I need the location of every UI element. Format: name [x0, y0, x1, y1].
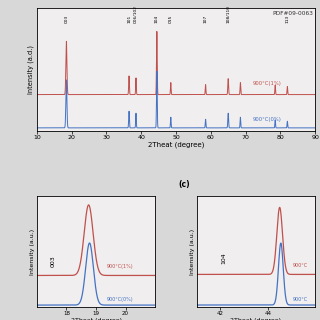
X-axis label: 2Theat (degree): 2Theat (degree): [148, 142, 204, 148]
Y-axis label: Intensity (a.u.): Intensity (a.u.): [190, 228, 195, 275]
Text: 108/110: 108/110: [226, 5, 230, 23]
X-axis label: 2Theat (degree): 2Theat (degree): [70, 318, 122, 320]
Text: PDF#09-0063: PDF#09-0063: [273, 11, 314, 16]
Y-axis label: Intensity (a.d.): Intensity (a.d.): [28, 45, 34, 94]
Text: 900°C(1%): 900°C(1%): [252, 81, 281, 85]
Text: 107: 107: [204, 14, 208, 23]
Text: 015: 015: [169, 14, 173, 23]
Text: 900°C(0%): 900°C(0%): [252, 117, 281, 122]
Text: 113: 113: [285, 14, 289, 23]
Text: 101: 101: [127, 14, 131, 23]
Text: 104: 104: [155, 14, 159, 23]
Text: 006/102: 006/102: [134, 5, 138, 23]
Text: 003: 003: [51, 255, 56, 267]
Text: 900°C: 900°C: [293, 297, 308, 302]
X-axis label: 2Theat (degree): 2Theat (degree): [230, 318, 282, 320]
Text: 900°C: 900°C: [293, 263, 308, 268]
Text: 003: 003: [64, 14, 68, 23]
Y-axis label: Intensity (a.u.): Intensity (a.u.): [30, 228, 36, 275]
Text: 900°C(1%): 900°C(1%): [107, 264, 133, 269]
Text: 900°C(0%): 900°C(0%): [107, 297, 133, 302]
Text: 104: 104: [221, 252, 227, 264]
Text: (c): (c): [178, 180, 190, 189]
